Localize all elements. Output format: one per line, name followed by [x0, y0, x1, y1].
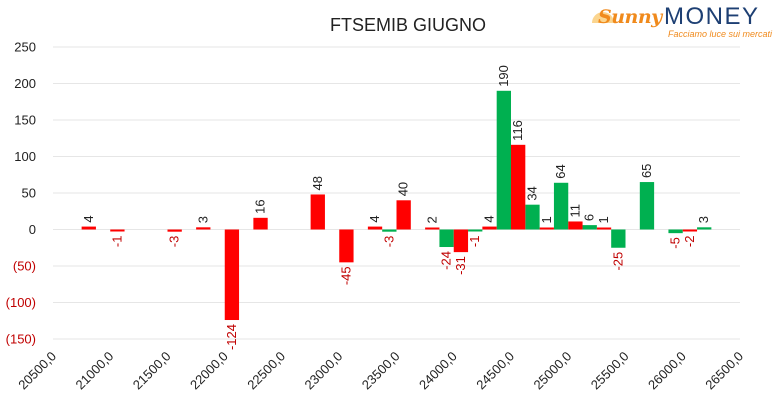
- data-label: 65: [639, 164, 654, 178]
- data-label: 4: [482, 215, 497, 222]
- x-axis: 20500,0 21000,0 21500,0 22000,0 22500,0 23000…: [15, 349, 746, 393]
- bars: [81, 90, 712, 321]
- bar: [611, 229, 626, 248]
- data-label: 16: [253, 199, 268, 213]
- data-label: 1: [539, 216, 554, 223]
- x-tick-label: 23500,0: [359, 349, 403, 393]
- data-label: 6: [582, 214, 597, 221]
- data-label: 11: [567, 204, 582, 218]
- bar: [367, 226, 383, 230]
- data-label: -31: [453, 256, 468, 275]
- data-label: 48: [310, 176, 325, 190]
- bar: [310, 194, 325, 230]
- x-tick-label: 22000,0: [187, 349, 231, 393]
- bar: [439, 229, 454, 248]
- data-label: 190: [496, 65, 511, 87]
- x-tick-label: 26000,0: [645, 349, 689, 393]
- y-tick-label: 150: [14, 113, 36, 128]
- y-tick-label: (100): [6, 295, 36, 310]
- x-tick-label: 23000,0: [302, 349, 346, 393]
- bar: [697, 227, 712, 230]
- bar: [196, 227, 211, 230]
- bar: [167, 229, 182, 232]
- data-label: -5: [668, 237, 683, 249]
- bar: [668, 229, 683, 234]
- bar: [496, 90, 511, 230]
- x-tick-label: 21500,0: [130, 349, 174, 393]
- bar: [568, 221, 583, 230]
- x-tick-label: 26500,0: [702, 349, 746, 393]
- bar: [539, 227, 554, 230]
- data-label: -2: [682, 236, 697, 248]
- data-label: -1: [467, 236, 482, 248]
- bar: [582, 225, 597, 230]
- bar: [110, 229, 125, 232]
- data-label: 3: [195, 216, 210, 223]
- bar: [339, 229, 354, 263]
- bar: [382, 229, 397, 232]
- y-tick-label: (50): [13, 259, 36, 274]
- sunny-money-logo: Sunny MONEY Facciamo luce sui mercati: [590, 2, 775, 40]
- data-label: -3: [167, 236, 182, 248]
- bar: [453, 229, 469, 253]
- x-tick-label: 25000,0: [531, 349, 575, 393]
- data-label: -25: [610, 252, 625, 271]
- x-tick-label: 24000,0: [416, 349, 460, 393]
- bar: [525, 204, 540, 230]
- data-label: 34: [524, 186, 539, 200]
- data-label: 64: [553, 164, 568, 178]
- x-tick-label: 24500,0: [473, 349, 517, 393]
- y-tick-label: 100: [14, 149, 36, 164]
- x-tick-label: 22500,0: [244, 349, 288, 393]
- data-label: 1: [596, 216, 611, 223]
- bar: [224, 229, 240, 321]
- bar: [553, 182, 569, 230]
- data-label: -45: [338, 266, 353, 285]
- bar: [482, 226, 497, 230]
- logo-script-text: Sunny: [598, 6, 662, 28]
- x-tick-label: 20500,0: [15, 349, 59, 393]
- y-tick-label: 50: [22, 186, 36, 201]
- bar: [639, 182, 655, 230]
- data-label: 40: [396, 182, 411, 196]
- bar: [511, 144, 526, 230]
- bar: [596, 227, 612, 230]
- data-label: 4: [81, 215, 96, 222]
- data-label: 116: [510, 120, 525, 141]
- y-axis: 250 200 150 100 50 0 (50) (100) (150): [6, 40, 36, 347]
- x-tick-label: 21000,0: [73, 349, 117, 393]
- data-label: -1: [109, 236, 124, 248]
- y-tick-label: 250: [14, 40, 36, 55]
- bar: [81, 226, 96, 230]
- data-label: 4: [367, 215, 382, 222]
- x-tick-label: 25500,0: [588, 349, 632, 393]
- bar: [682, 229, 698, 232]
- bar: [468, 229, 483, 232]
- y-tick-label: 200: [14, 76, 36, 91]
- bar: [253, 217, 268, 230]
- logo-tagline: Facciamo luce sui mercati: [668, 29, 773, 39]
- y-tick-label: (150): [6, 332, 36, 347]
- data-label: -3: [381, 236, 396, 248]
- data-label: 2: [424, 216, 439, 223]
- y-tick-label: 0: [29, 222, 36, 237]
- logo-main-text: MONEY: [664, 3, 760, 30]
- sun-icon: [592, 12, 614, 23]
- data-label: 3: [696, 216, 711, 223]
- data-label: -24: [439, 251, 454, 270]
- bar: [396, 200, 411, 230]
- bar: [425, 227, 440, 230]
- data-label: -124: [224, 324, 239, 350]
- chart-title: FTSEMIB GIUGNO: [330, 15, 486, 35]
